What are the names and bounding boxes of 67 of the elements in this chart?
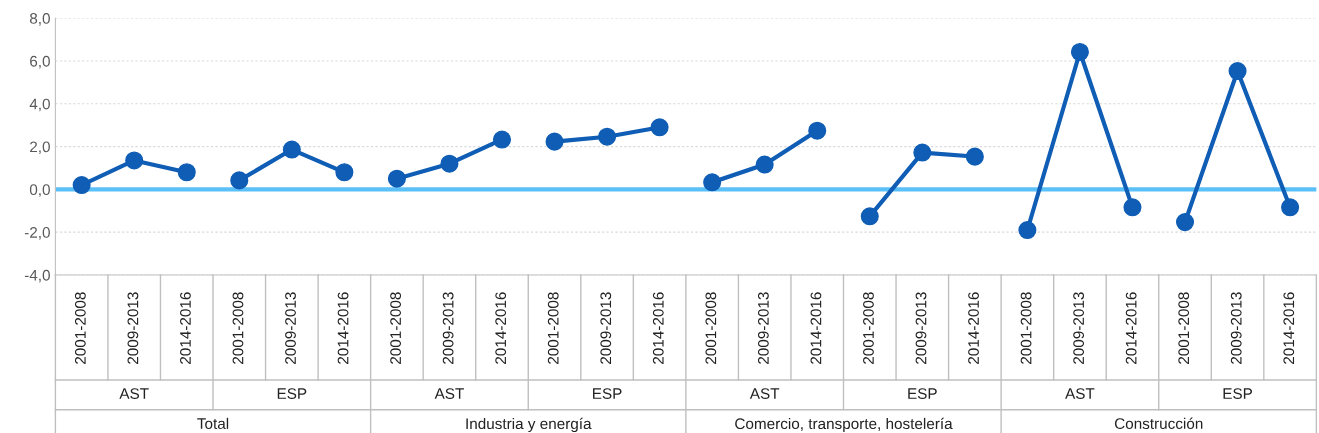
text: ESP xyxy=(277,388,307,399)
point xyxy=(177,163,196,182)
x-tick-label: 2014-2016 xyxy=(810,292,822,364)
y-tick-label: 6,0 xyxy=(30,55,50,69)
text: Construcción xyxy=(1114,417,1203,430)
text: Industria y energía xyxy=(466,417,592,433)
point xyxy=(72,176,91,195)
point xyxy=(598,127,617,146)
text: Comercio, transporte, hostelería xyxy=(735,417,953,433)
text: ESP xyxy=(593,388,622,399)
point xyxy=(387,169,406,188)
x-tick-label: 2014-2016 xyxy=(495,292,507,364)
point xyxy=(230,171,249,190)
text: AST xyxy=(119,388,149,399)
point xyxy=(125,151,144,170)
text: ESP xyxy=(908,388,937,399)
point xyxy=(703,173,722,192)
text: AST xyxy=(749,388,780,399)
y-tick-label: 0,0 xyxy=(29,184,50,197)
x-tick-label: 2001-2008 xyxy=(232,292,244,364)
point xyxy=(335,163,354,182)
x-tick-label: 2009-2013 xyxy=(285,292,296,364)
x-tick-label: 2001-2008 xyxy=(74,292,86,364)
x-tick-label: 2014-2016 xyxy=(652,292,664,364)
point xyxy=(1281,198,1300,217)
x-tick-label: 2009-2013 xyxy=(757,292,769,364)
x-tick-label: 2001-2008 xyxy=(547,292,559,364)
x-tick-label: 2009-2013 xyxy=(1230,292,1242,364)
point xyxy=(1175,213,1195,232)
x-tick-label: 2009-2013 xyxy=(600,292,612,364)
point xyxy=(650,118,669,137)
x-tick-label: 2009-2013 xyxy=(442,292,454,364)
x-tick-label: 2014-2016 xyxy=(1283,292,1295,364)
text: ESP xyxy=(1223,388,1253,399)
point xyxy=(1018,220,1037,240)
point xyxy=(860,207,879,226)
point xyxy=(1070,42,1089,62)
x-tick-label: 2009-2013 xyxy=(1073,292,1085,364)
x-tick-label: 2009-2013 xyxy=(127,292,139,364)
point xyxy=(808,121,827,140)
point xyxy=(965,147,984,166)
y-tick-label: 4,0 xyxy=(29,98,50,112)
point xyxy=(755,155,774,174)
y-tick-label: 8,0 xyxy=(29,13,50,26)
point xyxy=(913,143,932,162)
point xyxy=(1123,198,1142,217)
y-tick-label: -4,0 xyxy=(24,269,50,283)
text: AST xyxy=(434,388,464,399)
x-tick-label: 2014-2016 xyxy=(1125,292,1137,364)
x-tick-label: 2001-2008 xyxy=(863,292,874,364)
x-tick-label: 2014-2016 xyxy=(337,292,349,364)
point xyxy=(545,132,564,151)
x-tick-label: 2001-2008 xyxy=(1178,292,1190,364)
x-tick-label: 2014-2016 xyxy=(968,292,979,364)
text: Total xyxy=(197,417,229,430)
x-tick-label: 2001-2008 xyxy=(1020,292,1032,364)
y-tick-label: 2,0 xyxy=(30,141,50,155)
point xyxy=(492,130,512,149)
point xyxy=(282,140,301,159)
point xyxy=(440,154,459,173)
y-tick-label: -2,0 xyxy=(24,227,50,240)
x-tick-label: 2001-2008 xyxy=(390,292,402,364)
x-tick-label: 2014-2016 xyxy=(180,292,191,364)
x-tick-label: 2009-2013 xyxy=(915,292,927,364)
point xyxy=(1228,62,1247,81)
x-tick-label: 2001-2008 xyxy=(705,292,717,364)
text: AST xyxy=(1065,388,1095,399)
